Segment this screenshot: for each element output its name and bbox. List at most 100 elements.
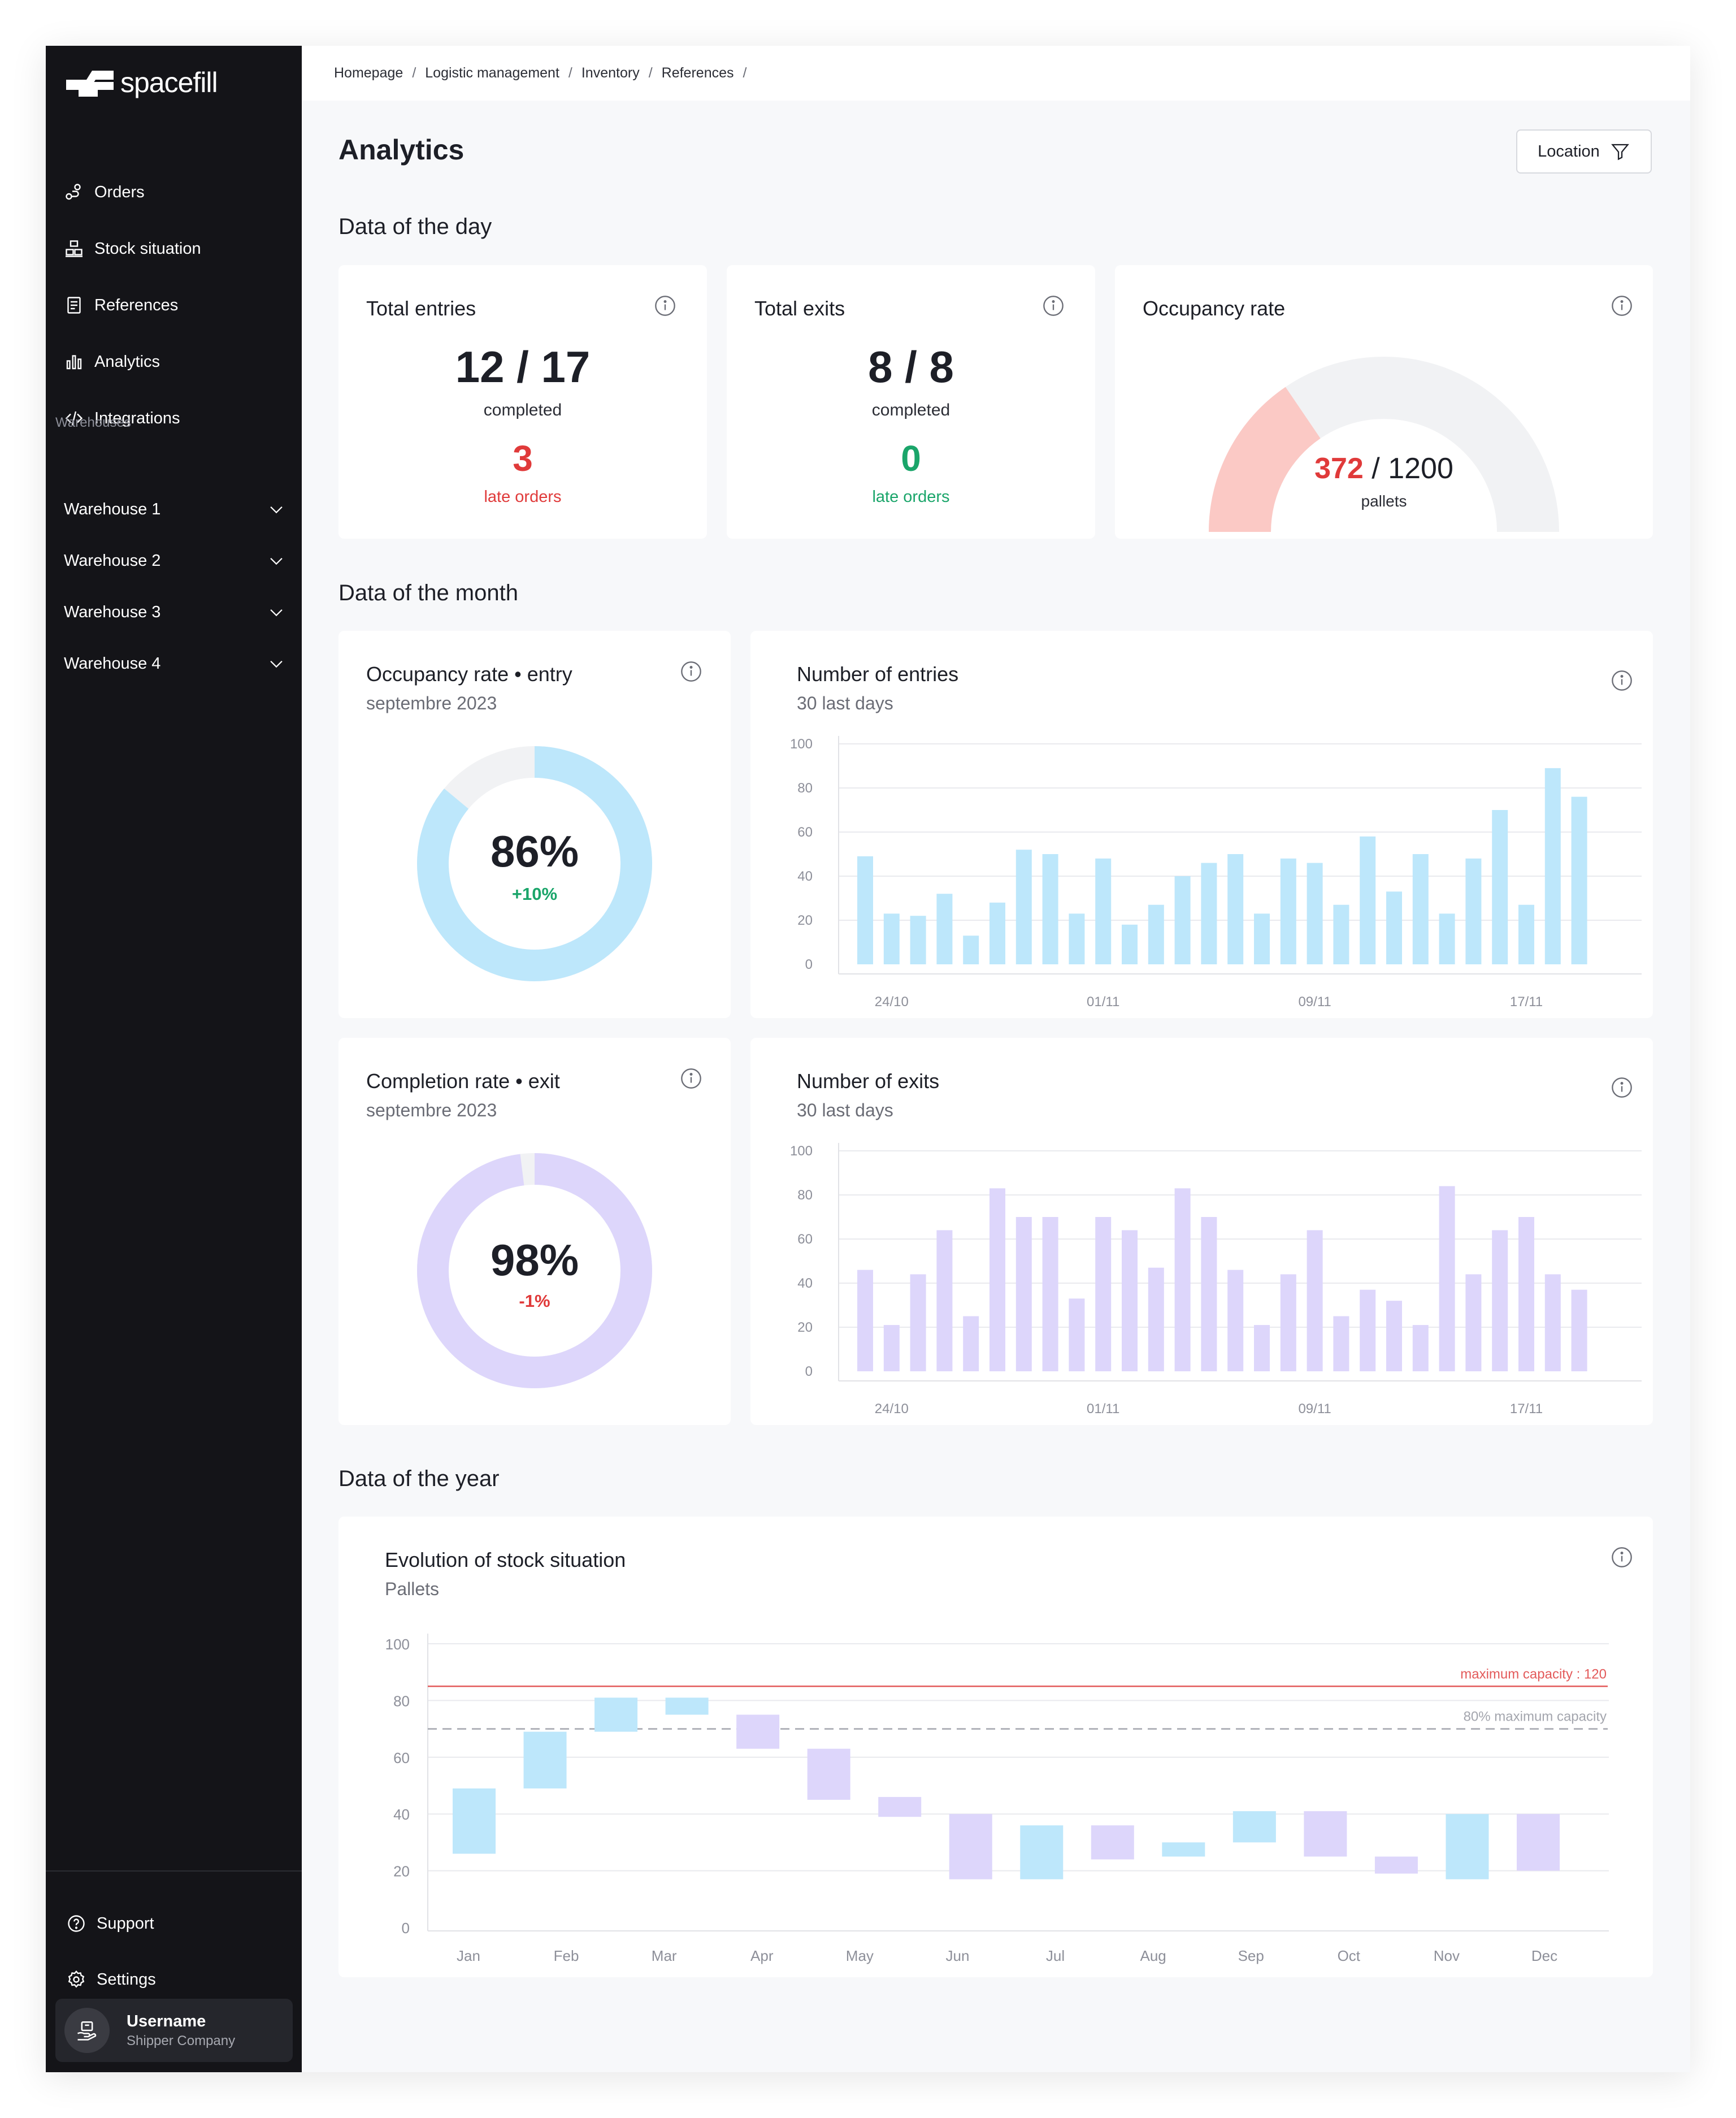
- bar: [1544, 1274, 1561, 1371]
- card-subtitle: Pallets: [385, 1579, 440, 1599]
- user-account-card[interactable]: Username Shipper Company: [55, 1999, 293, 2062]
- app-window: spacefill Orders Stock situation Referen…: [46, 46, 1690, 2072]
- sidebar-item-warehouse-2[interactable]: Warehouse 2: [64, 541, 287, 581]
- warehouses-section-label: Warehouses: [55, 415, 131, 430]
- breadcrumb-separator: /: [648, 65, 653, 81]
- breadcrumb-references[interactable]: References: [661, 65, 734, 81]
- sidebar-item-analytics[interactable]: Analytics: [63, 342, 286, 382]
- sidebar-item-label: Settings: [97, 1970, 156, 1989]
- card-subtitle: 30 last days: [797, 693, 893, 713]
- analytics-icon: [66, 355, 82, 370]
- breadcrumb-separator: /: [412, 65, 416, 81]
- card-total-entries: Total entries 12 / 17 completed 3 late o…: [338, 265, 707, 539]
- bar: [1386, 1301, 1402, 1371]
- x-tick-label: Apr: [750, 1947, 774, 1964]
- bar: [1386, 891, 1402, 964]
- chevron-down-icon: [270, 506, 283, 514]
- info-icon[interactable]: [680, 1067, 702, 1090]
- bar: [1280, 858, 1296, 964]
- sidebar-item-warehouse-3[interactable]: Warehouse 3: [64, 592, 287, 632]
- x-tick-label: Jul: [1046, 1947, 1065, 1964]
- occupancy-separator: /: [1363, 452, 1388, 485]
- occupancy-current: 372: [1314, 452, 1364, 485]
- section-title-month: Data of the month: [338, 581, 518, 605]
- card-title: Occupancy rate: [1143, 297, 1286, 320]
- card-occupancy-entry: Occupancy rate • entry septembre 2023 86…: [338, 631, 731, 1018]
- bar: [1069, 913, 1085, 964]
- info-icon[interactable]: [1611, 669, 1633, 692]
- sidebar-item-stock-situation[interactable]: Stock situation: [63, 229, 286, 268]
- bar: [1201, 1217, 1217, 1371]
- x-tick-label: Jan: [457, 1947, 480, 1964]
- occupancy-entry-value: 86%: [490, 826, 579, 876]
- y-tick-label: 80: [393, 1692, 410, 1709]
- range-bar: [949, 1814, 992, 1879]
- bar: [989, 1188, 1005, 1371]
- warehouse-label: Warehouse 4: [64, 654, 161, 673]
- chevron-down-icon: [270, 660, 283, 668]
- card-number-of-entries: Number of entries 30 last days 0 20 40 60 80…: [750, 631, 1653, 1018]
- x-tick-label: 01/11: [1087, 1401, 1119, 1417]
- card-title: Number of entries: [797, 662, 959, 686]
- completion-exit-value: 98%: [490, 1235, 579, 1285]
- entries-bar-chart: 0 20 40 60 80 100 24/10 01/11 09/11 17/11: [790, 736, 1642, 1010]
- card-subtitle: septembre 2023: [366, 1100, 497, 1120]
- brand-logo[interactable]: spacefill: [64, 60, 218, 105]
- y-tick-label: 40: [797, 1276, 813, 1291]
- sidebar-item-warehouse-1[interactable]: Warehouse 1: [64, 490, 287, 529]
- range-bar: [736, 1714, 780, 1749]
- breadcrumb-logistic-management[interactable]: Logistic management: [425, 65, 559, 81]
- bar: [1439, 1186, 1455, 1371]
- chevron-down-icon: [270, 557, 283, 565]
- info-icon[interactable]: [654, 294, 676, 317]
- card-title: Total exits: [754, 297, 845, 320]
- sidebar-item-integrations[interactable]: Integrations: [63, 399, 286, 438]
- range-bar: [453, 1788, 496, 1854]
- bar: [1571, 796, 1587, 964]
- info-icon[interactable]: [1611, 294, 1633, 317]
- filter-button-label: Location: [1538, 142, 1600, 161]
- range-bar: [1091, 1825, 1134, 1860]
- sidebar-item-references[interactable]: References: [63, 285, 286, 325]
- range-bar: [523, 1731, 567, 1789]
- sidebar-item-warehouse-4[interactable]: Warehouse 4: [64, 644, 287, 683]
- bar: [1360, 1289, 1376, 1371]
- info-icon[interactable]: [680, 660, 702, 683]
- stock-evolution-chart: 0 20 40 60 80 100 maximum capacity : 120 80% ma…: [385, 1634, 1609, 1964]
- x-tick-label: 09/11: [1298, 994, 1331, 1010]
- breadcrumb-inventory[interactable]: Inventory: [581, 65, 640, 81]
- x-tick-label: Feb: [554, 1947, 579, 1964]
- bar: [1015, 1217, 1032, 1371]
- sidebar-item-orders[interactable]: Orders: [63, 172, 286, 212]
- info-icon[interactable]: [1611, 1546, 1633, 1569]
- x-tick-label: May: [846, 1947, 874, 1964]
- occupancy-gauge: [1209, 357, 1559, 532]
- bar: [1333, 904, 1349, 964]
- x-tick-label: Aug: [1140, 1947, 1166, 1964]
- breadcrumb-homepage[interactable]: Homepage: [334, 65, 403, 81]
- spacefill-logo-icon: [66, 71, 114, 97]
- sidebar-item-support[interactable]: Support: [66, 1904, 154, 1943]
- sidebar-item-label: Stock situation: [94, 239, 201, 258]
- y-tick-label: 60: [797, 1232, 813, 1247]
- sidebar-item-label: Orders: [94, 183, 145, 201]
- reference-line-label: 80% maximum capacity: [1464, 1709, 1607, 1725]
- x-tick-label: Jun: [945, 1947, 969, 1964]
- avatar: [64, 2008, 110, 2053]
- orders-icon: [66, 184, 81, 200]
- info-icon[interactable]: [1611, 1076, 1633, 1099]
- location-filter-button[interactable]: Location: [1516, 129, 1652, 174]
- entries-completed-value: 12 / 17: [455, 342, 591, 392]
- donut-arc: [417, 1153, 652, 1388]
- warehouse-label: Warehouse 1: [64, 500, 161, 518]
- bar: [963, 935, 979, 964]
- range-bar: [1232, 1811, 1276, 1843]
- gear-icon: [68, 1970, 85, 1988]
- bar: [883, 1325, 900, 1371]
- entries-completed-label: completed: [483, 401, 562, 419]
- bar: [1227, 1270, 1244, 1371]
- x-tick-label: Nov: [1434, 1947, 1460, 1964]
- info-icon[interactable]: [1042, 294, 1065, 317]
- sidebar-item-settings[interactable]: Settings: [66, 1960, 156, 1999]
- bar: [1148, 1267, 1164, 1371]
